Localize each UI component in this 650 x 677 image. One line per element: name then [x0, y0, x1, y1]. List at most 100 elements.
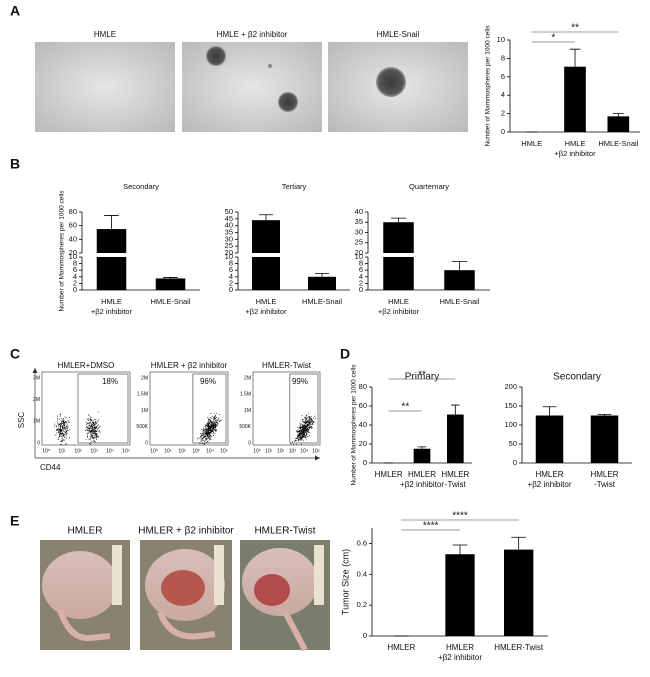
- y-tick-label: 4: [229, 272, 233, 281]
- y-tick-label: 20: [355, 248, 363, 257]
- flow-y-tick-label: 500K: [239, 424, 251, 430]
- y-tick-label: 25: [355, 238, 363, 247]
- flow-x-tick-label: 10⁴: [206, 448, 214, 454]
- y-tick-label: 50: [509, 439, 517, 448]
- y-tick-label: 0: [229, 285, 233, 294]
- error-bar: [597, 413, 612, 416]
- y-axis-label: Number of Mammospheres per 1000 cells: [485, 25, 492, 147]
- flow-plot-title: HMLER+DMSO: [58, 361, 115, 370]
- flow-percent: 99%: [292, 377, 308, 386]
- y-tick-label: 0: [501, 127, 505, 136]
- bar: [607, 116, 630, 132]
- y-tick-label: 20: [69, 248, 77, 257]
- y-tick-label: 0.4: [357, 569, 367, 578]
- flow-y-tick-label: 0: [248, 440, 251, 446]
- y-tick-label: 200: [504, 382, 517, 391]
- micrograph-images: [35, 42, 468, 132]
- x-tick-label: HMLER +β2 inhibitor: [528, 470, 572, 489]
- significance-label: ****: [423, 521, 439, 532]
- x-tick-label: HMLER +β2 inhibitor: [438, 643, 482, 662]
- flow-x-tick-label: 10²: [178, 448, 186, 454]
- y-tick-label: 8: [359, 259, 363, 268]
- y-tick-label: 6: [501, 72, 505, 81]
- x-tick-label: HMLE-Snail: [150, 297, 190, 306]
- x-tick-label: HMLE +β2 inhibitor: [378, 297, 420, 316]
- flow-y-tick-label: 2M: [141, 375, 148, 381]
- flow-x-tick-label: 10⁴: [300, 448, 308, 454]
- flow-y-tick-label: 1M: [33, 419, 40, 425]
- bar: [447, 414, 464, 463]
- error-bar: [259, 214, 273, 221]
- x-tick-label: HMLER: [375, 470, 403, 479]
- x-tick-label: HMLE +β2 inhibitor: [554, 139, 596, 158]
- flow-percent: 96%: [200, 377, 216, 386]
- chart-title: Secondary: [123, 182, 159, 191]
- significance-label: **: [418, 370, 426, 381]
- flow-y-tick-label: 0: [145, 440, 148, 446]
- bar: [383, 222, 414, 253]
- flow-y-tick-label: 500K: [136, 424, 148, 430]
- y-tick-label: 0.2: [357, 600, 367, 609]
- flow-x-tick-label: 10⁵: [312, 448, 320, 454]
- y-tick-label: 40: [359, 420, 367, 429]
- flow-y-tick-label: 1.5M: [137, 392, 148, 398]
- bar: [96, 229, 127, 253]
- y-tick-label: 6: [73, 265, 77, 274]
- y-tick-label: 80: [359, 382, 367, 391]
- bar: [590, 415, 619, 463]
- panel-label: D: [340, 346, 350, 362]
- significance-label: **: [401, 402, 409, 413]
- flow-gate: [77, 373, 129, 444]
- flow-x-tick-label: 10¹: [265, 448, 273, 454]
- flow-percent: 18%: [102, 377, 118, 386]
- y-tick-label: 20: [359, 439, 367, 448]
- flow-x-tick-label: 10⁴: [106, 448, 114, 454]
- flow-x-tick-label: 10³: [90, 448, 98, 454]
- y-tick-label: 0: [363, 458, 367, 467]
- y-tick-label: 40: [355, 207, 363, 216]
- image-caption: HMLE + β2 inhibitor: [217, 30, 288, 39]
- y-tick-label: 0.6: [357, 538, 367, 547]
- x-tick-label: HMLER-Twist: [590, 470, 618, 489]
- error-bar: [315, 273, 329, 277]
- flow-y-label: SSC: [17, 412, 26, 429]
- flow-x-tick-label: 10¹: [164, 448, 172, 454]
- x-tick-label: HMLE-Snail: [598, 139, 638, 148]
- x-tick-label: HMLE-Snail: [302, 297, 342, 306]
- y-tick-label: 4: [359, 272, 363, 281]
- chart-title: Secondary: [553, 372, 601, 383]
- flow-y-tick-label: 2M: [244, 375, 251, 381]
- y-tick-label: 6: [359, 265, 363, 274]
- y-tick-label: 60: [359, 401, 367, 410]
- error-bar: [417, 446, 427, 449]
- error-bar: [612, 113, 624, 117]
- y-tick-label: 0: [513, 458, 517, 467]
- y-tick-label: 10: [497, 35, 505, 44]
- bar: [413, 448, 431, 463]
- error-bar: [452, 544, 468, 555]
- y-tick-label: 10: [69, 252, 77, 261]
- y-tick-label: 100: [504, 420, 517, 429]
- flow-y-tick-label: 2M: [33, 397, 40, 403]
- x-tick-label: HMLER-Twist: [494, 643, 544, 652]
- chart-title: Quarternary: [409, 182, 449, 191]
- y-axis-label: Number of Mammospheres per 1000 cells: [351, 364, 358, 486]
- y-tick-label: 60: [69, 221, 77, 230]
- flow-plot-frame: [149, 371, 229, 446]
- flow-dots: [54, 411, 101, 445]
- significance-label: ****: [452, 511, 468, 522]
- y-tick-label: 0: [359, 285, 363, 294]
- flow-x-label: CD44: [40, 463, 61, 472]
- y-tick-label: 40: [69, 234, 77, 243]
- bar: [445, 554, 475, 636]
- error-bar: [569, 48, 581, 67]
- flow-x-tick-label: 10⁵: [220, 448, 228, 454]
- y-tick-label: 2: [73, 278, 77, 287]
- flow-y-tick-label: 1M: [141, 408, 148, 414]
- y-tick-label: 8: [229, 259, 233, 268]
- flow-y-tick-label: 3M: [33, 375, 40, 381]
- y-tick-label: 10: [355, 252, 363, 261]
- y-tick-label: 25: [225, 241, 233, 250]
- x-tick-label: HMLE +β2 inhibitor: [91, 297, 133, 316]
- y-tick-label: 35: [225, 227, 233, 236]
